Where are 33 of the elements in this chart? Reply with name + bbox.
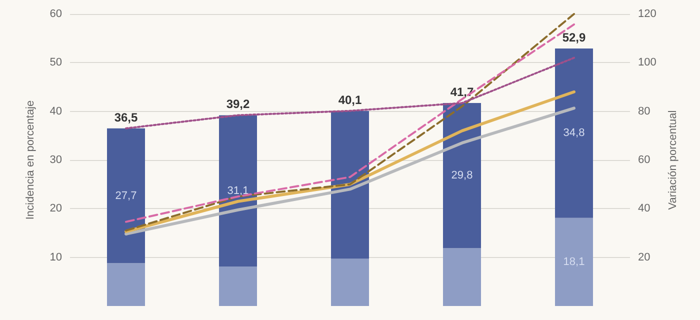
bar [443,248,481,306]
y-tick-label: 40 [50,105,62,118]
y2-tick-label: 20 [638,251,650,264]
y-tick-label: 50 [50,56,62,69]
total-label: 40,1 [338,92,362,107]
bar [219,115,257,267]
y-axis-title: Incidencia en porcentaje [24,100,36,220]
bar [443,103,481,248]
total-label: 36,5 [114,110,138,124]
data-label: 34,8 [563,127,585,140]
y2-tick-label: 80 [638,105,650,118]
y-tick-label: 60 [50,8,62,20]
bar [555,218,593,306]
bar [107,263,145,306]
data-label: 18,1 [563,256,585,268]
total-label: 52,9 [562,30,586,45]
data-label: 29,8 [451,170,473,182]
y2-tick-label: 60 [638,154,650,166]
bar [331,110,369,259]
data-label: 31,1 [227,184,249,197]
y2-axis-title: Variación porcentual [666,110,679,210]
bar [219,266,257,306]
bar [555,48,593,218]
y2-tick-label: 120 [638,8,656,20]
y-tick-label: 20 [50,202,62,215]
bar [331,258,369,306]
y2-tick-label: 40 [638,202,650,215]
bar [107,128,145,264]
y-tick-label: 10 [50,251,62,264]
data-label: 27,7 [115,190,137,202]
y2-tick-label: 100 [638,56,656,69]
total-label: 39,2 [226,97,250,112]
y-tick-label: 30 [50,154,62,166]
